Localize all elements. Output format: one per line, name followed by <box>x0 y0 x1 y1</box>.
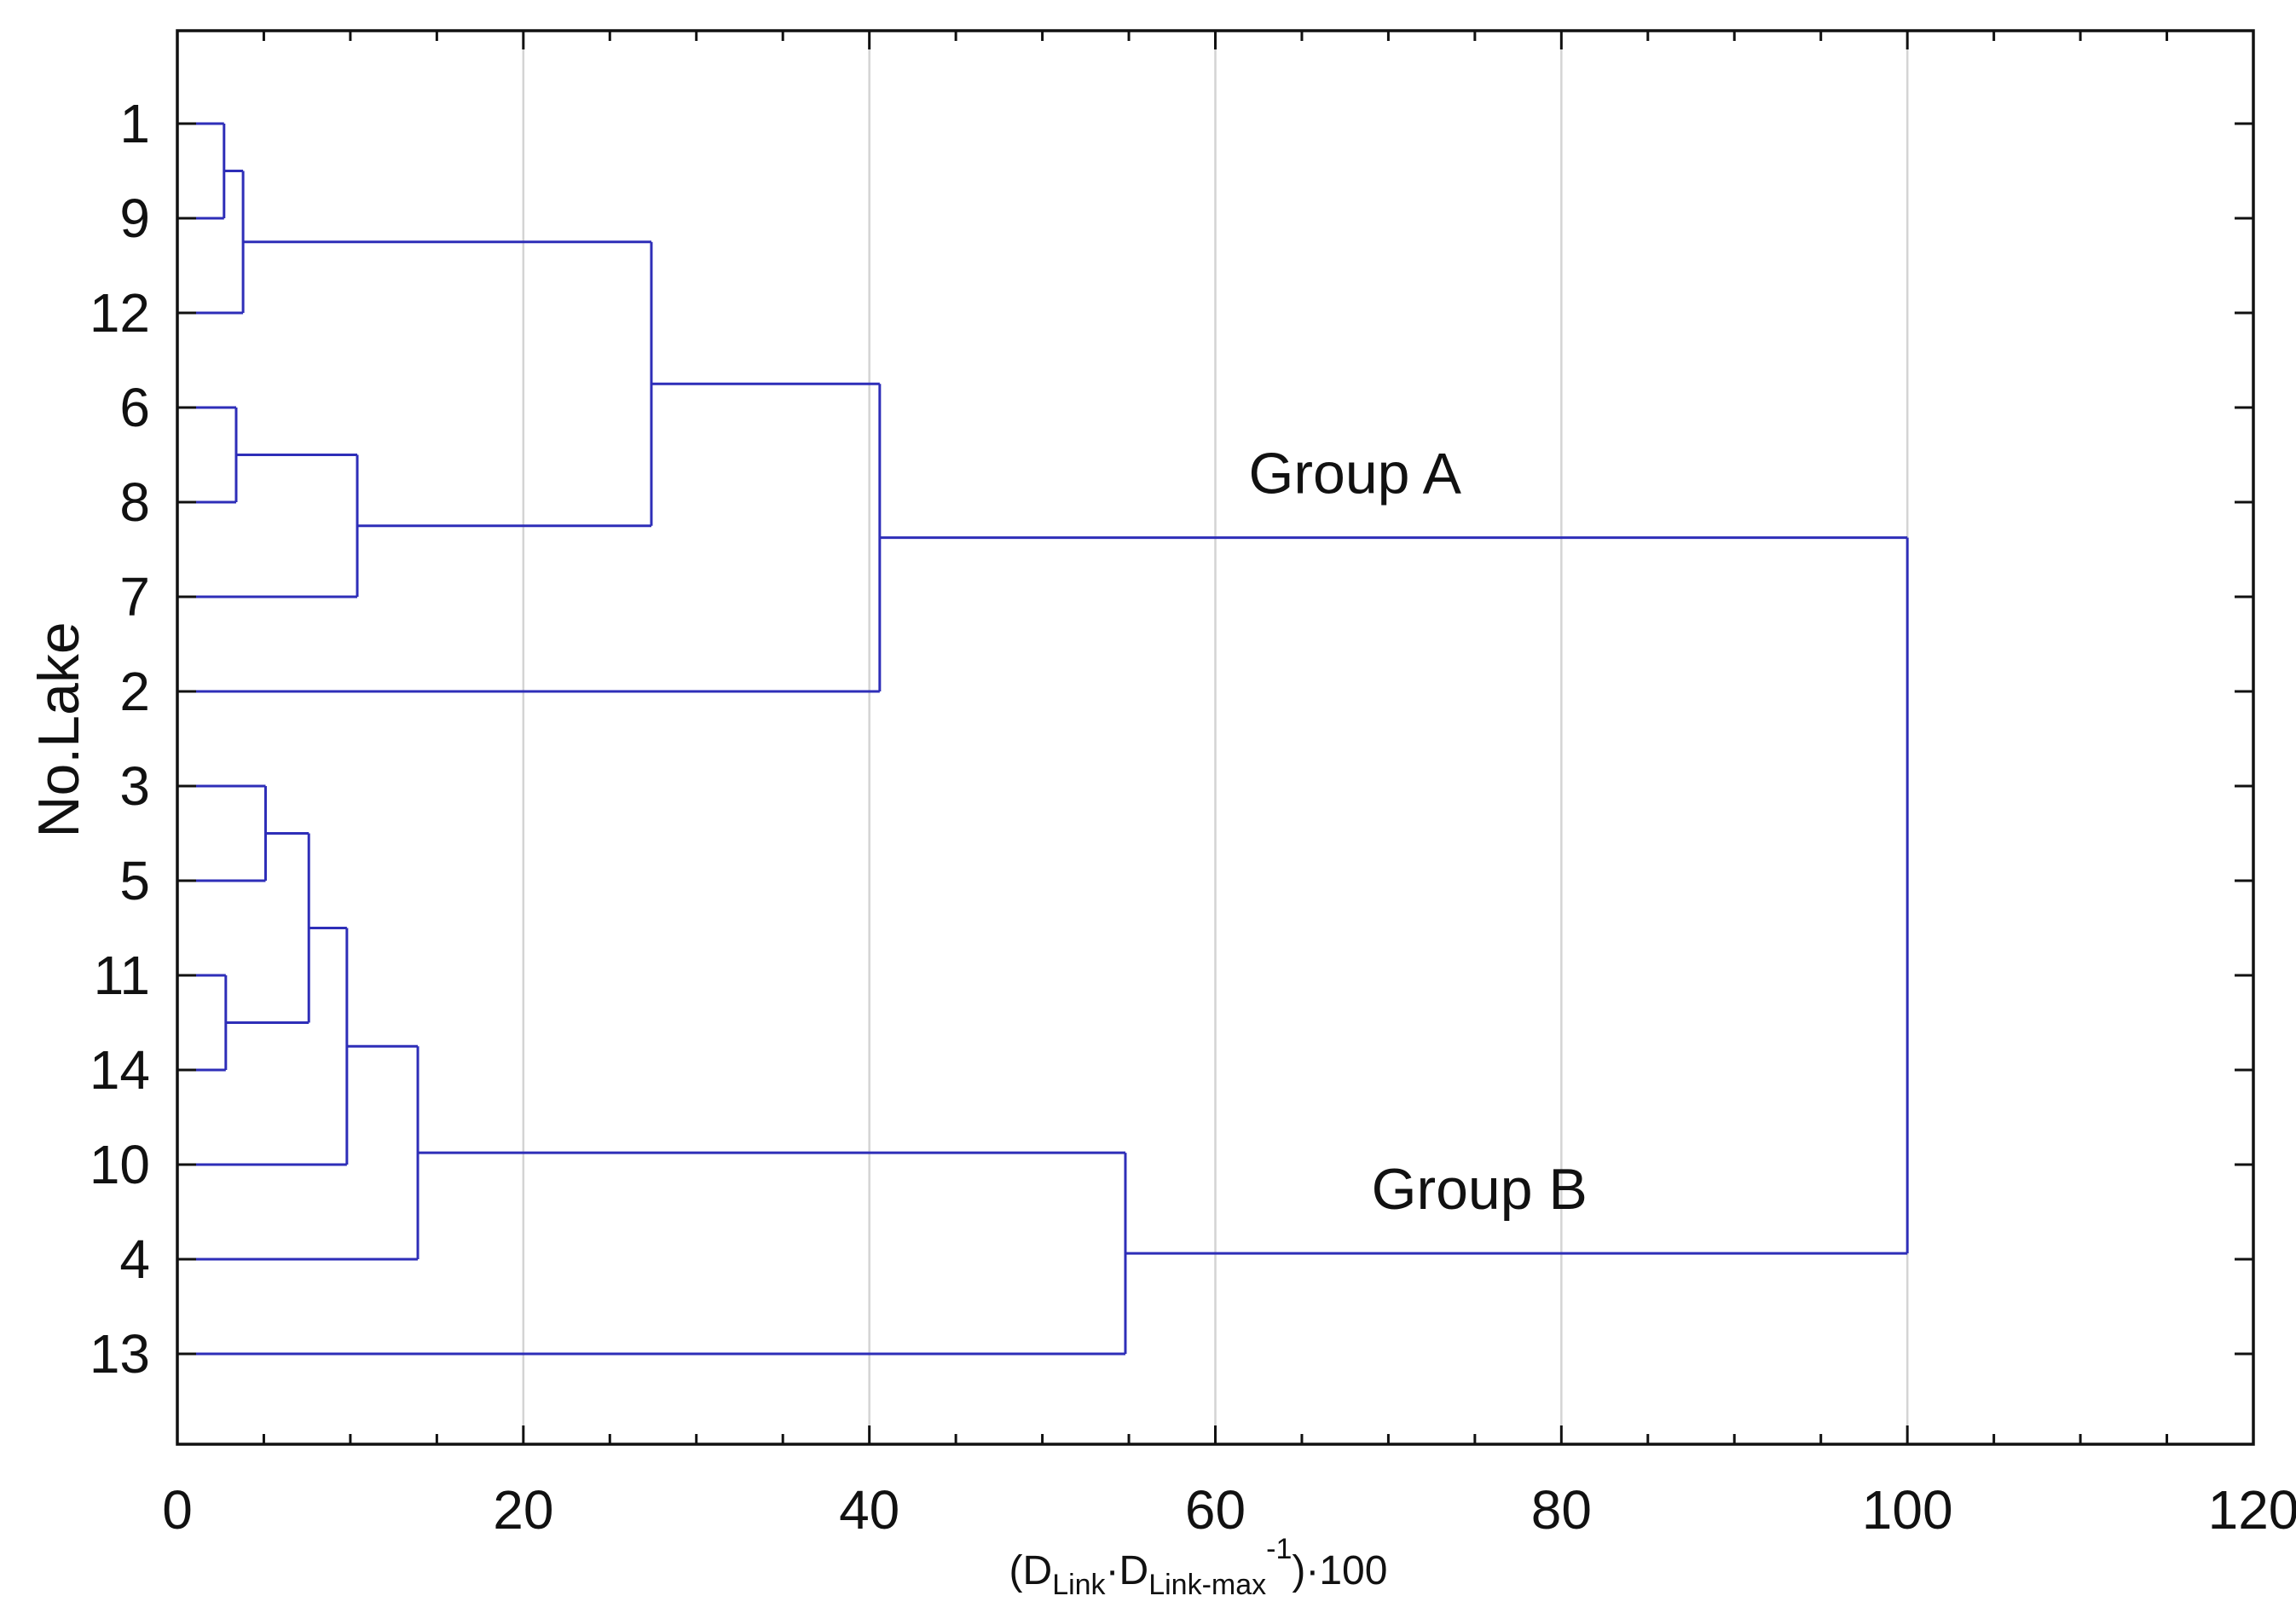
group-annotations: Group A Group B <box>1249 442 1588 1222</box>
x-tick-label-60: 60 <box>1185 1479 1246 1541</box>
axis-labels: 0 20 40 60 80 100 120 1 9 12 6 8 7 2 3 5 11 14 10 4 13 <box>90 93 2296 1541</box>
x-axis-title-part-0: (D <box>1009 1548 1053 1593</box>
x-axis-title: (DLink·DLink-max-1)·100 <box>1009 1533 1388 1601</box>
y-tick-label-11: 11 <box>94 945 150 1006</box>
x-tick-label-20: 20 <box>493 1479 553 1541</box>
group-label-a: Group A <box>1249 442 1462 506</box>
y-tick-label-1: 1 <box>119 93 150 154</box>
x-tick-label-0: 0 <box>162 1479 193 1541</box>
y-tick-label-2: 2 <box>119 661 150 722</box>
x-tick-label-100: 100 <box>1862 1479 1953 1541</box>
y-tick-label-7: 7 <box>119 566 150 627</box>
x-axis-title-part-5: )·100 <box>1292 1548 1387 1593</box>
y-tick-label-5: 5 <box>119 850 150 911</box>
y-tick-label-8: 8 <box>119 471 150 533</box>
x-axis-title-part-4: -1 <box>1266 1533 1292 1565</box>
group-label-b: Group B <box>1372 1157 1588 1222</box>
y-tick-label-13: 13 <box>90 1323 150 1385</box>
dendrogram-links <box>177 122 1909 1356</box>
y-tick-label-3: 3 <box>119 755 150 817</box>
x-axis-title-part-1: Link <box>1052 1569 1106 1601</box>
x-tick-label-80: 80 <box>1531 1479 1592 1541</box>
x-tick-label-120: 120 <box>2208 1479 2296 1541</box>
x-axis-title-part-3: Link-max <box>1148 1569 1266 1601</box>
y-tick-label-12: 12 <box>90 282 150 344</box>
x-tick-label-40: 40 <box>839 1479 899 1541</box>
axis-ticks <box>176 31 2255 1444</box>
y-tick-label-9: 9 <box>119 188 150 249</box>
y-tick-label-6: 6 <box>119 377 150 438</box>
y-tick-label-4: 4 <box>119 1229 150 1290</box>
y-axis-title: No.Lake <box>26 622 91 837</box>
y-tick-label-14: 14 <box>90 1039 150 1101</box>
x-axis-title-part-2: ·D <box>1106 1548 1149 1593</box>
grid-lines <box>522 31 1909 1444</box>
y-tick-label-10: 10 <box>90 1134 150 1195</box>
